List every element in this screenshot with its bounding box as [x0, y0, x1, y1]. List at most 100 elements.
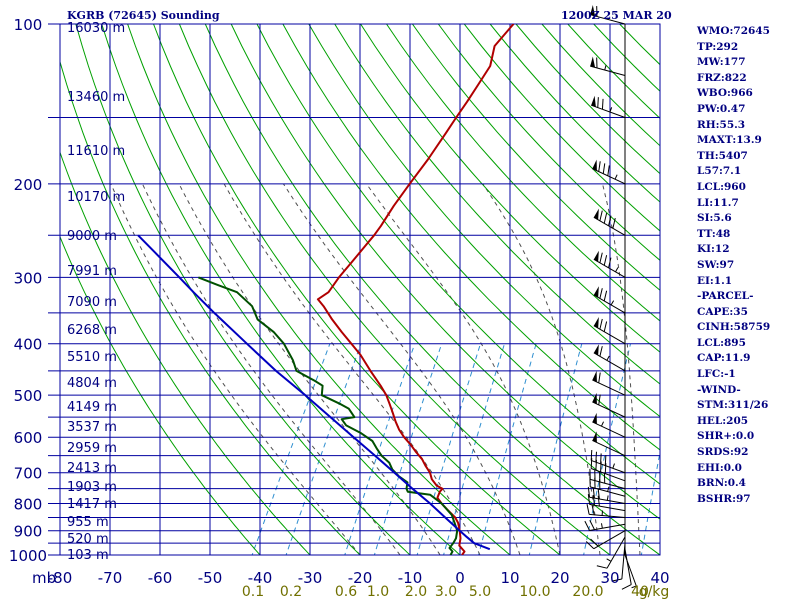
wind-barb-flag: [611, 578, 622, 582]
wind-barb-staff: [593, 352, 626, 372]
mixing-ratio-line-0: [251, 343, 331, 555]
index-16: EI:1.1: [697, 274, 733, 287]
index-12: SI:5.6: [697, 212, 732, 225]
wind-barb-staff: [590, 486, 626, 497]
wind-barb-staff: [593, 530, 626, 550]
wind-barb-pennant: [593, 250, 599, 262]
wind-barb-flag: [595, 451, 597, 463]
dry-adiabat-13: [334, 24, 660, 385]
height-label-2: 11610 m: [67, 144, 125, 159]
temp-label-0: -80: [48, 569, 73, 587]
wind-barb-19: [593, 286, 626, 314]
height-label-18: 103 m: [67, 548, 109, 563]
wind-barb-2: [611, 543, 626, 582]
wind-barb-staff: [589, 503, 626, 512]
pressure-label-600: 600: [14, 429, 43, 447]
wind-barb-flag: [599, 288, 603, 299]
wind-barb-pennant: [590, 5, 596, 16]
index-22: LFC:-1: [697, 368, 736, 381]
pressure-axis: 100 200 300 400 500 600 700 800 900 1000 mb: [9, 16, 56, 587]
index-27: SRDS:92: [697, 446, 749, 459]
index-14: KI:12: [697, 243, 730, 256]
wind-barb-25: [590, 5, 626, 25]
pressure-label-800: 800: [14, 496, 43, 514]
temperature-axis: -80 -70 -60 -50 -40 -30 -20 -10 0 10 20 30 40: [48, 569, 670, 587]
temp-label-10: 20: [550, 569, 569, 587]
index-4: WBO:966: [697, 87, 753, 100]
mixing-label-6: 5.0: [469, 584, 491, 600]
index-13: TT:48: [697, 227, 731, 240]
index-5: PW:0.47: [697, 102, 746, 115]
wind-barb-3: [596, 536, 626, 569]
wind-barb-flag: [607, 165, 610, 176]
index-19: CINH:58759: [697, 321, 771, 334]
dry-adiabat-14: [360, 24, 660, 353]
index-21: CAP:11.9: [697, 352, 751, 365]
pressure-unit-label: mb: [32, 569, 56, 587]
wind-barb-pennant: [593, 344, 599, 356]
temp-label-12: 40: [650, 569, 669, 587]
wind-barb-5: [584, 520, 626, 531]
temp-label-3: -50: [198, 569, 223, 587]
wind-barb-flag: [612, 218, 616, 229]
wind-barb-flag: [592, 494, 595, 506]
index-1: TP:292: [697, 40, 739, 53]
mixing-ratio-line-7: [528, 343, 583, 555]
time-title: 1200Z 25 MAR 20: [561, 9, 672, 22]
mixing-ratio-line-8: [583, 343, 631, 555]
wind-barb-flag: [596, 565, 608, 569]
moist-adiabats: [110, 183, 641, 555]
dry-adiabat-7: [178, 24, 611, 555]
wind-barb-staff: [591, 104, 626, 118]
wind-barb-flag: [590, 449, 593, 461]
wind-barb-flag: [592, 487, 595, 499]
index-25: HEL:205: [697, 414, 749, 427]
mixing-ratio-line-6: [478, 343, 537, 555]
index-3: FRZ:822: [697, 71, 747, 84]
wind-barb-pennant: [592, 392, 597, 405]
wind-barb-flag: [598, 161, 601, 172]
temp-label-6: -20: [348, 569, 373, 587]
wind-barb-half-flag: [604, 65, 607, 71]
wind-barb-flag: [589, 520, 595, 530]
mixing-label-2: 0.6: [335, 584, 357, 600]
height-label-7: 6268 m: [67, 323, 117, 338]
mixing-ratio-line-5: [443, 343, 505, 555]
height-label-4: 9000 m: [67, 229, 117, 244]
moist-adiabat-1: [141, 183, 401, 555]
index-17: -PARCEL-: [697, 290, 754, 303]
mixing-label-7: 10.0: [519, 584, 550, 600]
index-2: MW:177: [697, 56, 746, 69]
moist-adiabat-0: [110, 183, 361, 555]
wind-barb-staff: [591, 459, 626, 474]
moist-adiabat-5: [365, 183, 561, 555]
wind-barb-pennant: [591, 95, 596, 107]
wind-barb-staff: [593, 258, 626, 278]
wind-barb-flag: [586, 504, 590, 515]
pressure-label-400: 400: [14, 336, 43, 354]
index-11: LI:11.7: [697, 196, 739, 209]
wind-barb-16: [592, 370, 626, 396]
dry-adiabat-5: [127, 24, 511, 555]
dewpoint-line: [198, 276, 459, 555]
wind-barb-staff: [592, 421, 626, 438]
wind-barb-23: [591, 95, 626, 118]
wind-barb-flag: [602, 163, 606, 174]
height-label-3: 10170 m: [67, 190, 125, 205]
wind-barb-staff: [593, 325, 626, 345]
wind-barb-half-flag: [606, 355, 610, 361]
index-28: EHI:0.0: [697, 461, 742, 474]
mixing-label-0: 0.1: [242, 584, 264, 600]
moist-adiabat-7: [602, 183, 641, 555]
pressure-label-700: 700: [14, 465, 43, 483]
wind-barb-flag: [599, 210, 603, 221]
wind-barb-staff: [606, 536, 626, 569]
index-29: BRN:0.4: [697, 477, 746, 490]
wind-barb-flag: [599, 252, 603, 263]
wind-barb-12: [590, 449, 626, 474]
wind-barb-half-flag: [615, 267, 619, 273]
pressure-label-200: 200: [14, 176, 43, 194]
height-label-6: 7090 m: [67, 295, 117, 310]
height-label-8: 5510 m: [67, 350, 117, 365]
height-label-16: 955 m: [67, 515, 109, 530]
